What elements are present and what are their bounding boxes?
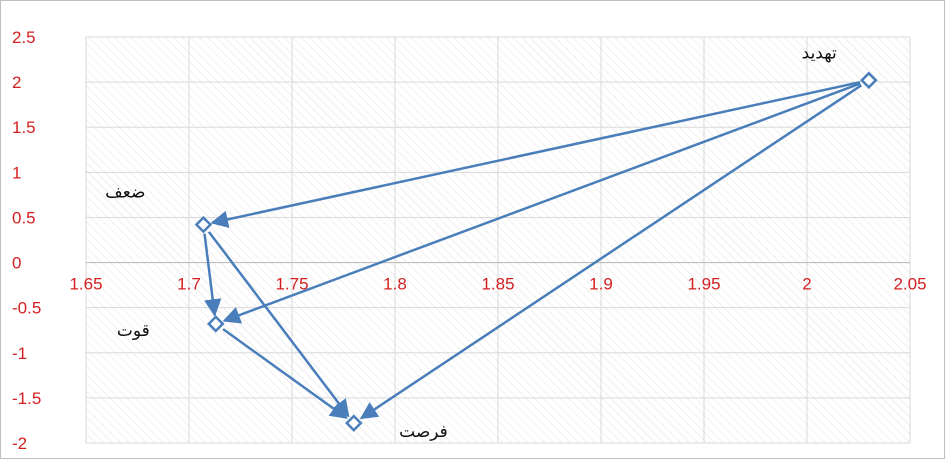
data-point-marker [860, 71, 878, 90]
arrow-layer [203, 80, 863, 420]
x-tick-label: 1.7 [177, 275, 201, 294]
y-tick-label: -1 [12, 344, 27, 363]
x-tick-label: 2.05 [893, 275, 926, 294]
arrow-تهدید-to-ضعف [210, 80, 861, 228]
y-tick-label: -1.5 [12, 389, 41, 408]
y-tick-label: 0 [12, 254, 21, 273]
data-point-marker [194, 215, 213, 234]
point-label: ضعف [105, 183, 145, 203]
label-layer: تهدید ضعف قوت فرصت [105, 43, 837, 442]
arrow-ضعف-to-قوت [203, 233, 222, 317]
y-tick-label: 0.5 [12, 208, 36, 227]
y-tick-label: -0.5 [12, 299, 41, 318]
point-label: فرصت [399, 422, 448, 442]
y-tick-label: 1 [12, 163, 21, 182]
y-tick-label: 2.5 [12, 28, 36, 47]
x-tick-label: 1.8 [383, 275, 407, 294]
arrow-ضعف-to-فرصت [207, 231, 350, 418]
arrow-تهدید-to-قوت [222, 82, 861, 324]
y-tick-label: -2 [12, 434, 27, 453]
arrow-قوت-to-فرصت [222, 328, 348, 419]
y-tick-label: 2 [12, 73, 21, 92]
axes: 2.5 2 1.5 1 0.5 0 -0.5 -1 -1.5 -2 1.65 1.7 1.75 1.8 1.… [12, 28, 927, 453]
data-point-marker [207, 315, 225, 333]
x-tick-label: 1.65 [69, 275, 102, 294]
x-tick-label: 1.95 [687, 275, 720, 294]
y-tick-label: 1.5 [12, 118, 36, 137]
x-tick-label: 2 [802, 275, 811, 294]
data-point-marker [345, 414, 363, 432]
x-tick-label: 1.75 [275, 275, 308, 294]
x-tick-label: 1.85 [481, 275, 514, 294]
point-layer [194, 71, 878, 432]
point-label: تهدید [802, 43, 837, 63]
x-tick-label: 1.9 [589, 275, 613, 294]
point-label: قوت [117, 321, 150, 341]
arrow-تهدید-to-فرصت [359, 84, 863, 420]
